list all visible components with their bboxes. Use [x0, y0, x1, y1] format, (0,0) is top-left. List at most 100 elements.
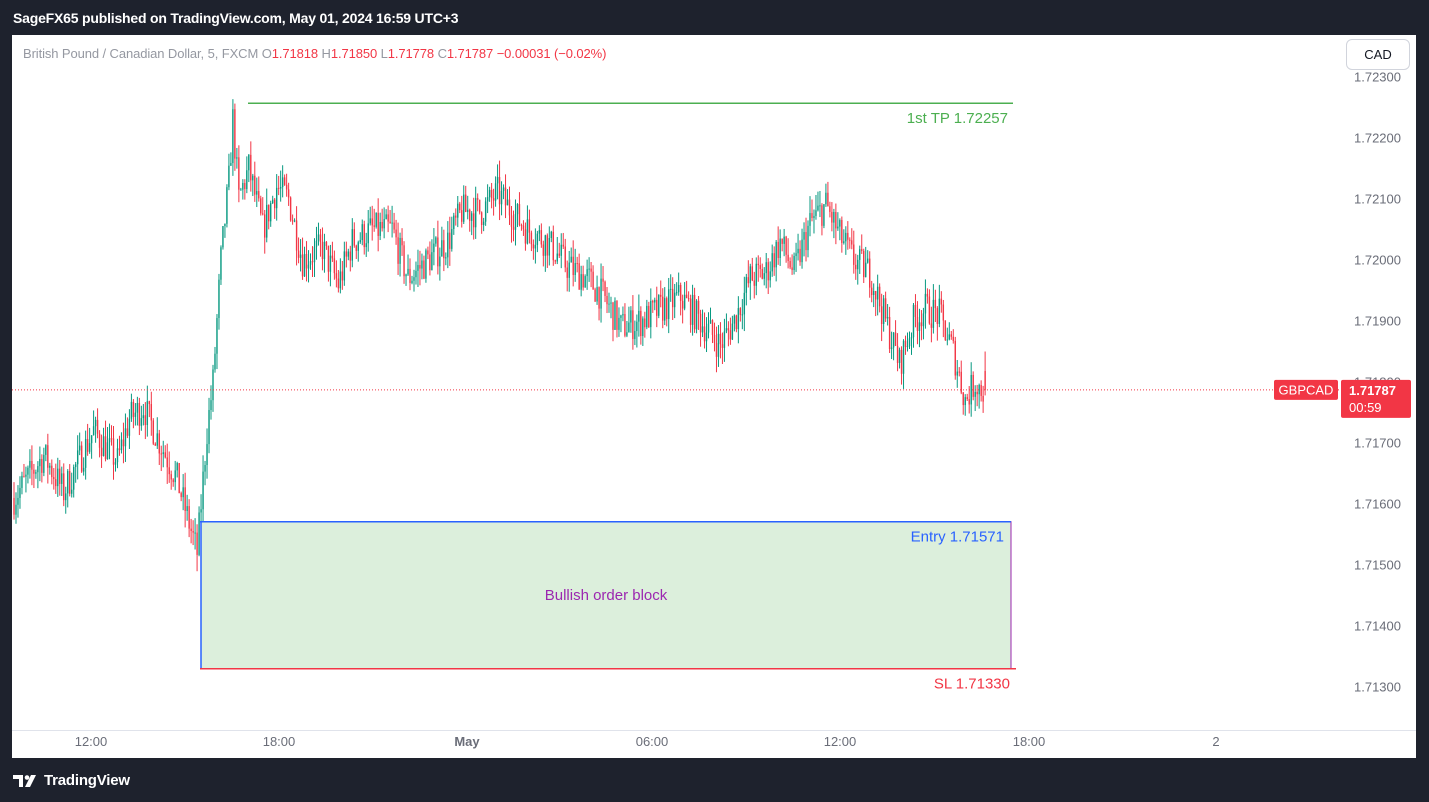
candle-body — [313, 246, 316, 263]
tradingview-logo-icon — [13, 774, 36, 787]
y-tick-label: 1.72100 — [1354, 192, 1401, 207]
price-chart[interactable]: 1.72300 1.72200 1.72100 1.72000 1.71900 1.718… — [12, 35, 1416, 758]
candle-body — [693, 294, 696, 330]
candle-body — [307, 264, 310, 269]
candle-body — [301, 254, 304, 277]
candle-body — [666, 298, 668, 320]
candle-body — [74, 464, 77, 468]
candle-body — [817, 205, 819, 211]
candle-body — [120, 439, 123, 451]
candle-body — [144, 415, 147, 426]
candle-body — [926, 293, 929, 297]
tradingview-logo[interactable]: TradingView — [13, 772, 130, 789]
candle-body — [914, 304, 917, 317]
candle-body — [628, 322, 630, 333]
candle-body — [508, 199, 511, 216]
candle-body — [126, 428, 129, 436]
candle-body — [950, 334, 952, 337]
candle-body — [73, 467, 75, 490]
order-block-label: Bullish order block — [545, 587, 668, 604]
candle-body — [289, 197, 292, 221]
candle-body — [275, 187, 278, 209]
x-tick-label: 06:00 — [636, 734, 669, 749]
candle-body — [719, 333, 722, 345]
candle-body — [566, 267, 568, 278]
candle-body — [112, 438, 115, 465]
candle-body — [260, 198, 262, 214]
candle-body — [518, 204, 521, 225]
candle-body — [920, 322, 923, 327]
candles-group — [13, 99, 986, 572]
x-tick-label: 18:00 — [1013, 734, 1046, 749]
candle-body — [469, 209, 471, 221]
currency-button[interactable]: CAD — [1346, 39, 1410, 70]
candle-body — [749, 266, 751, 284]
candle-body — [375, 212, 377, 227]
candle-body — [429, 254, 431, 271]
candle-body — [65, 493, 67, 501]
candle-body — [395, 229, 397, 238]
candle-body — [608, 303, 610, 305]
candle-body — [86, 438, 89, 452]
candle-body — [894, 332, 897, 346]
candle-body — [158, 433, 160, 454]
candle-body — [39, 458, 41, 467]
candle-body — [371, 218, 373, 226]
candle-body — [504, 187, 507, 206]
candle-body — [202, 471, 204, 510]
candle-body — [837, 226, 839, 229]
candle-body — [546, 235, 549, 256]
candle-body — [210, 400, 212, 410]
tradingview-brand: TradingView — [44, 772, 130, 789]
candle-body — [634, 331, 636, 340]
candle-body — [711, 320, 714, 335]
candle-body — [737, 308, 740, 330]
candle-body — [262, 213, 264, 215]
candle-body — [433, 243, 435, 253]
candle-body — [488, 189, 491, 198]
candle-body — [341, 271, 344, 281]
candle-body — [297, 250, 300, 258]
candle-body — [815, 210, 817, 216]
candle-body — [266, 204, 268, 238]
candle-body — [315, 240, 318, 247]
candle-body — [697, 300, 700, 314]
candle-body — [739, 308, 742, 315]
candle-body — [339, 271, 342, 289]
candle-body — [658, 294, 660, 316]
candle-body — [407, 268, 409, 275]
candle-body — [954, 340, 956, 376]
candle-body — [948, 334, 950, 340]
candle-body — [369, 218, 371, 224]
candle-body — [727, 328, 730, 331]
candle-body — [872, 291, 875, 296]
candle-body — [108, 438, 111, 443]
legend-o-label: O — [261, 46, 272, 61]
candle-body — [498, 177, 501, 205]
candle-body — [598, 287, 600, 309]
candle-body — [831, 211, 833, 223]
y-tick-label: 1.72000 — [1354, 253, 1401, 268]
candle-body — [556, 253, 558, 262]
candle-body — [490, 189, 493, 199]
candle-body — [156, 433, 158, 446]
chart-panel[interactable]: 1.72300 1.72200 1.72100 1.72000 1.71900 1.718… — [12, 35, 1416, 758]
candle-body — [347, 251, 350, 257]
x-tick-label: 2 — [1212, 734, 1219, 749]
candle-body — [843, 241, 845, 243]
candle-body — [35, 472, 37, 474]
candle-body — [27, 467, 29, 475]
candle-body — [863, 250, 865, 278]
candle-body — [399, 237, 401, 264]
candle-body — [250, 154, 252, 181]
candle-body — [799, 248, 801, 263]
candle-body — [592, 271, 594, 290]
candle-body — [242, 182, 244, 190]
candle-body — [958, 371, 960, 373]
candle-body — [898, 349, 901, 363]
candle-body — [801, 239, 803, 263]
candle-body — [839, 220, 841, 227]
countdown-text: 00:59 — [1349, 400, 1382, 415]
candle-body — [427, 250, 429, 255]
candle-body — [725, 328, 728, 332]
